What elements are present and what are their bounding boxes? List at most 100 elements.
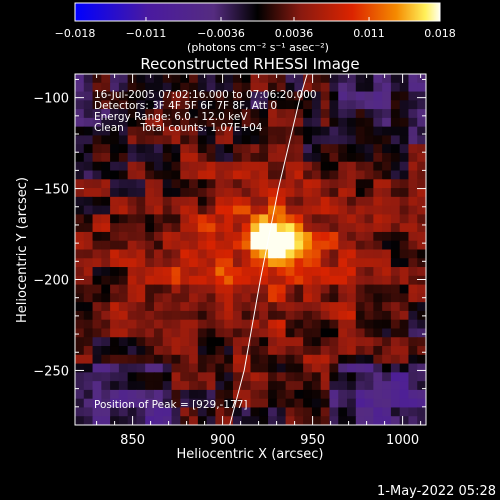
heatmap-cell (145, 170, 155, 180)
heatmap-cell (285, 91, 295, 101)
heatmap-cell (232, 196, 243, 207)
heatmap-cell (136, 74, 146, 84)
heatmap-cell (92, 249, 102, 259)
heatmap-cell (75, 100, 85, 110)
heatmap-cell (241, 302, 252, 312)
heatmap-cell (232, 416, 243, 425)
heatmap-cell (171, 381, 181, 391)
heatmap-cell (241, 109, 252, 119)
heatmap-cell (110, 328, 120, 338)
heatmap-cell (373, 381, 383, 391)
heatmap-cell (276, 275, 287, 286)
heatmap-cell (118, 214, 129, 224)
heatmap-cell (276, 354, 287, 365)
heatmap-cell (382, 381, 392, 391)
heatmap-cell (347, 144, 357, 154)
heatmap-cell (276, 117, 287, 128)
heatmap-cell (276, 389, 287, 400)
heatmap-cell (294, 170, 304, 180)
heatmap-cell (355, 161, 366, 172)
heatmap-cell (83, 100, 94, 110)
heatmap-cell (92, 354, 102, 365)
heatmap-cell (224, 267, 234, 277)
heatmap-cell (241, 117, 252, 128)
heatmap-cell (136, 91, 146, 101)
heatmap-cell (347, 363, 357, 373)
heatmap-cell (250, 223, 260, 233)
heatmap-cell (408, 223, 418, 233)
heatmap-cell (276, 267, 287, 277)
heatmap-cell (83, 346, 94, 356)
heatmap-cell (180, 363, 190, 373)
heatmap-cell (259, 372, 269, 382)
heatmap-cell (110, 117, 120, 128)
heatmap-cell (92, 74, 102, 84)
heatmap-cell (311, 144, 322, 154)
heatmap-cell (399, 231, 410, 242)
heatmap-cell (180, 240, 190, 251)
heatmap-cell (92, 152, 102, 163)
heatmap-cell (329, 126, 339, 137)
heatmap-cell (197, 302, 208, 312)
heatmap-cell (408, 82, 418, 93)
heatmap-cell (373, 346, 383, 356)
heatmap-cell (171, 74, 181, 84)
heatmap-cell (127, 82, 138, 93)
heatmap-cell (364, 135, 374, 145)
heatmap-cell (241, 284, 252, 294)
heatmap-cell (241, 398, 252, 409)
heatmap-cell (268, 346, 278, 356)
heatmap-cell (171, 231, 181, 242)
heatmap-cell (171, 179, 181, 189)
heatmap-cell (127, 275, 138, 286)
heatmap-cell (390, 319, 401, 330)
heatmap-cell (215, 196, 225, 207)
heatmap-cell (127, 267, 138, 277)
heatmap-cell (241, 310, 252, 321)
heatmap-cell (355, 126, 366, 137)
heatmap-cell (241, 161, 252, 172)
heatmap-cell (303, 82, 313, 93)
heatmap-cell (408, 354, 418, 365)
heatmap-cell (153, 310, 164, 321)
heatmap-cell (294, 117, 304, 128)
heatmap-cell (153, 126, 164, 137)
heatmap-cell (285, 161, 295, 172)
heatmap-cell (338, 354, 348, 365)
heatmap-cell (347, 258, 357, 268)
heatmap-cell (136, 346, 146, 356)
heatmap-cell (118, 196, 129, 207)
heatmap-cell (171, 302, 181, 312)
heatmap-cell (250, 161, 260, 172)
heatmap-cell (311, 381, 322, 391)
heatmap-cell (197, 363, 208, 373)
heatmap-cell (329, 258, 339, 268)
heatmap-cell (232, 407, 243, 417)
heatmap-cell (189, 337, 199, 347)
heatmap-cell (153, 188, 164, 198)
heatmap-cell (110, 231, 120, 242)
heatmap-cell (232, 223, 243, 233)
heatmap-cell (241, 188, 252, 198)
heatmap-cell (162, 205, 173, 216)
heatmap-cell (399, 372, 410, 382)
heatmap-cell (285, 275, 295, 286)
heatmap-cell (417, 381, 426, 391)
heatmap-cell (364, 223, 374, 233)
heatmap-cell (390, 337, 401, 347)
heatmap-cell (110, 82, 120, 93)
heatmap-cell (303, 407, 313, 417)
heatmap-cell (382, 267, 392, 277)
heatmap-cell (373, 267, 383, 277)
heatmap-cell (180, 135, 190, 145)
heatmap-cell (127, 109, 138, 119)
heatmap-cell (101, 144, 111, 154)
heatmap-cell (118, 231, 129, 242)
heatmap-cell (382, 144, 392, 154)
heatmap-cell (399, 205, 410, 216)
heatmap-cell (285, 152, 295, 163)
heatmap-cell (259, 319, 269, 330)
heatmap-cell (294, 74, 304, 84)
heatmap-cell (417, 416, 426, 425)
